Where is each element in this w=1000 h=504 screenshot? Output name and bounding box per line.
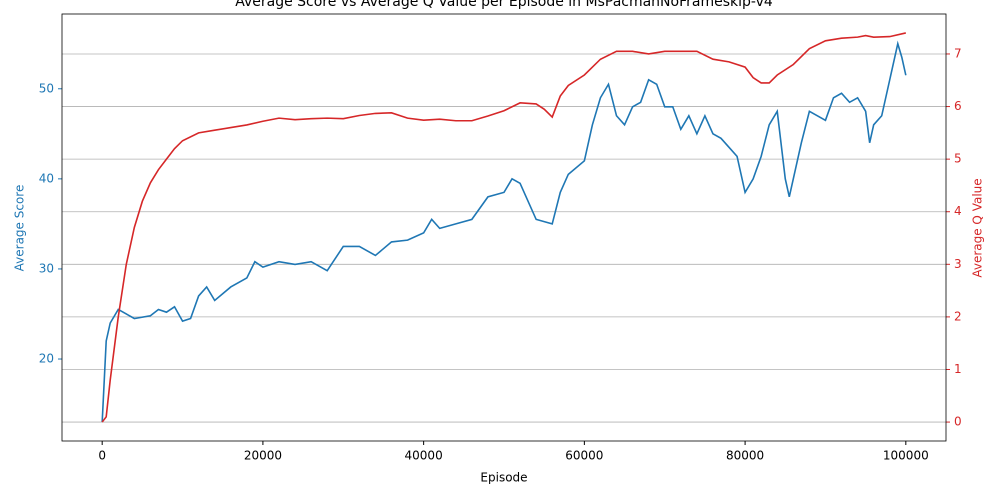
x-axis-label: Episode: [480, 471, 527, 485]
x-tick-label: 80000: [726, 449, 764, 463]
y-tick-label: 50: [39, 81, 54, 95]
y2-tick-label: 6: [954, 99, 962, 113]
data-line: [101, 32, 906, 423]
y2-axis-label: Average Q Value: [971, 178, 985, 277]
chart-title: Average Score vs Average Q Value per Epi…: [235, 0, 773, 10]
y2-tick-label: 0: [954, 415, 962, 429]
data-line: [101, 40, 907, 423]
y-axis-label: Average Score: [13, 185, 27, 272]
y-tick-label: 40: [39, 171, 54, 185]
y-tick-label: 20: [39, 352, 54, 366]
x-tick-label: 100000: [883, 449, 929, 463]
y2-tick-label: 5: [954, 152, 962, 166]
x-tick-label: 0: [98, 449, 106, 463]
x-tick-label: 40000: [405, 449, 443, 463]
x-tick-label: 60000: [565, 449, 603, 463]
y2-tick-label: 4: [954, 204, 962, 218]
y2-tick-label: 3: [954, 257, 962, 271]
y2-tick-label: 1: [954, 362, 962, 376]
x-tick-label: 20000: [244, 449, 282, 463]
y2-tick-label: 2: [954, 309, 962, 323]
y-tick-label: 30: [39, 261, 54, 275]
y2-tick-label: 7: [954, 46, 962, 60]
plot-frame: [61, 13, 947, 442]
